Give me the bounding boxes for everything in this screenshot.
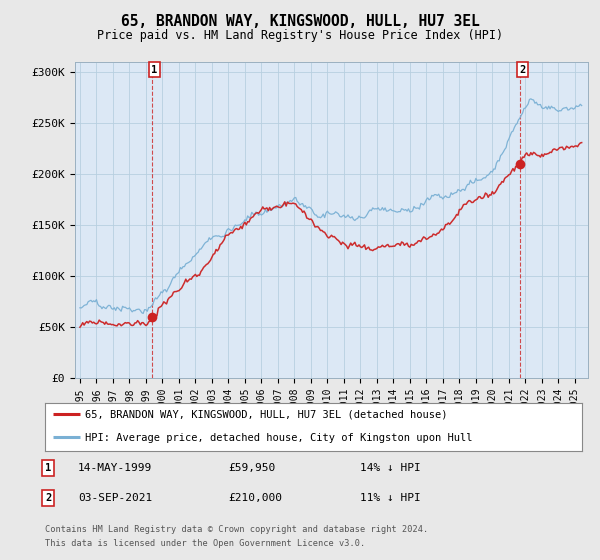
Text: 1: 1 (45, 463, 51, 473)
Text: £59,950: £59,950 (228, 463, 275, 473)
Text: 11% ↓ HPI: 11% ↓ HPI (360, 493, 421, 503)
Text: 65, BRANDON WAY, KINGSWOOD, HULL, HU7 3EL: 65, BRANDON WAY, KINGSWOOD, HULL, HU7 3E… (121, 14, 479, 29)
Text: 65, BRANDON WAY, KINGSWOOD, HULL, HU7 3EL (detached house): 65, BRANDON WAY, KINGSWOOD, HULL, HU7 3E… (85, 409, 448, 419)
Text: HPI: Average price, detached house, City of Kingston upon Hull: HPI: Average price, detached house, City… (85, 433, 473, 444)
Text: 2: 2 (519, 64, 526, 74)
Text: 14-MAY-1999: 14-MAY-1999 (78, 463, 152, 473)
Text: 2: 2 (45, 493, 51, 503)
Text: 14% ↓ HPI: 14% ↓ HPI (360, 463, 421, 473)
Text: This data is licensed under the Open Government Licence v3.0.: This data is licensed under the Open Gov… (45, 539, 365, 548)
Text: Price paid vs. HM Land Registry's House Price Index (HPI): Price paid vs. HM Land Registry's House … (97, 29, 503, 42)
Text: Contains HM Land Registry data © Crown copyright and database right 2024.: Contains HM Land Registry data © Crown c… (45, 525, 428, 534)
Text: £210,000: £210,000 (228, 493, 282, 503)
Text: 03-SEP-2021: 03-SEP-2021 (78, 493, 152, 503)
Text: 1: 1 (151, 64, 158, 74)
